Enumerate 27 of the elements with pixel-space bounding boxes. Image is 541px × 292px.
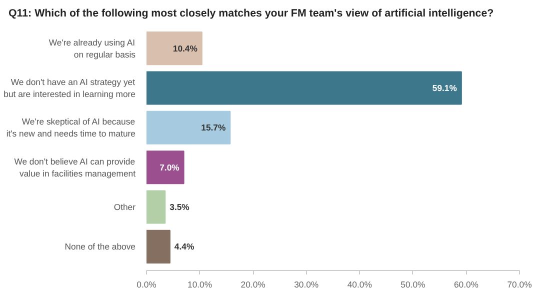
data-label: 59.1%: [432, 82, 458, 93]
y-tick-label: Other: [114, 202, 136, 212]
data-label: 3.5%: [170, 202, 190, 212]
bar: [146, 190, 166, 224]
x-tick-label: 20.0%: [240, 280, 266, 290]
x-tick-label: 40.0%: [347, 280, 372, 290]
x-tick-label: 50.0%: [400, 280, 426, 290]
x-tick-label: 10.0%: [188, 280, 212, 290]
bar: [146, 32, 202, 66]
y-tick-label: We're skeptical of AI because it's new and needs time to mature: [6, 116, 136, 139]
bar: [146, 110, 231, 144]
x-tick-label: 70.0%: [507, 280, 532, 290]
bar: [146, 71, 462, 105]
bar: [146, 150, 184, 184]
y-tick-label: We don't have an AI strategy yet but are interested in learning more: [4, 76, 136, 99]
x-tick-label: 0.0%: [136, 280, 157, 290]
y-tick-label: None of the above: [64, 242, 136, 252]
bar: [146, 230, 170, 264]
y-tick-label: We're already using AI on regular basis: [48, 37, 136, 60]
y-tick-label: We don't believe AI can provide value in facilities management: [14, 156, 136, 178]
chart-title: Q11: Which of the following most closely matches your FM team's view of artificial intelligence?: [8, 8, 494, 20]
data-label: 15.7%: [201, 122, 226, 133]
data-label: 10.4%: [172, 43, 198, 54]
data-label: 4.4%: [174, 242, 194, 252]
x-tick-label: 60.0%: [454, 280, 479, 290]
x-tick-label: 30.0%: [294, 280, 319, 290]
data-label: 7.0%: [160, 162, 180, 172]
